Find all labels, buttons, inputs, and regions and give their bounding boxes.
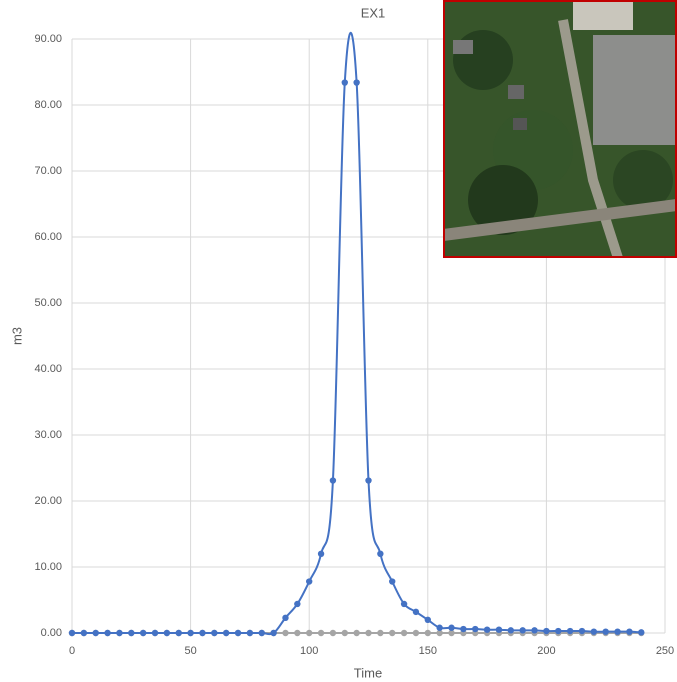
data-point bbox=[603, 628, 609, 634]
data-point bbox=[128, 630, 134, 636]
data-point bbox=[425, 617, 431, 623]
data-point bbox=[294, 630, 300, 636]
data-point bbox=[116, 630, 122, 636]
data-point bbox=[187, 630, 193, 636]
data-point bbox=[389, 630, 395, 636]
data-point bbox=[638, 629, 644, 635]
data-point bbox=[282, 630, 288, 636]
y-tick-label: 40.00 bbox=[34, 363, 62, 375]
x-tick-label: 0 bbox=[69, 645, 75, 657]
aerial-photo bbox=[443, 0, 677, 258]
x-tick-label: 200 bbox=[537, 645, 555, 657]
data-point bbox=[555, 628, 561, 634]
data-point bbox=[401, 630, 407, 636]
data-point bbox=[318, 630, 324, 636]
data-point bbox=[140, 630, 146, 636]
data-point bbox=[579, 628, 585, 634]
data-point bbox=[353, 630, 359, 636]
y-tick-label: 30.00 bbox=[34, 429, 62, 441]
data-point bbox=[425, 630, 431, 636]
data-point bbox=[330, 630, 336, 636]
data-point bbox=[306, 578, 312, 584]
data-point bbox=[519, 627, 525, 633]
data-point bbox=[199, 630, 205, 636]
x-tick-label: 250 bbox=[656, 645, 674, 657]
data-point bbox=[413, 630, 419, 636]
y-tick-label: 50.00 bbox=[34, 297, 62, 309]
data-point bbox=[377, 551, 383, 557]
y-tick-label: 80.00 bbox=[34, 99, 62, 111]
x-tick-label: 100 bbox=[300, 645, 318, 657]
data-point bbox=[448, 625, 454, 631]
data-point bbox=[104, 630, 110, 636]
data-point bbox=[211, 630, 217, 636]
data-point bbox=[81, 630, 87, 636]
data-point bbox=[567, 628, 573, 634]
y-tick-label: 20.00 bbox=[34, 495, 62, 507]
chart-title: EX1 bbox=[361, 5, 386, 20]
data-point bbox=[176, 630, 182, 636]
data-point bbox=[365, 630, 371, 636]
x-tick-label: 50 bbox=[184, 645, 196, 657]
data-point bbox=[496, 627, 502, 633]
data-point bbox=[413, 609, 419, 615]
page: EX1 Time m3 0.00 10.00 20.00 30.00 40.00 50.0… bbox=[0, 0, 677, 682]
data-point bbox=[330, 477, 336, 483]
x-axis-label: Time bbox=[354, 665, 382, 680]
data-point bbox=[69, 630, 75, 636]
data-point bbox=[282, 615, 288, 621]
data-point bbox=[353, 79, 359, 85]
y-axis-label: m3 bbox=[9, 327, 24, 345]
data-point bbox=[318, 551, 324, 557]
y-tick-label: 0.00 bbox=[41, 627, 62, 639]
data-point bbox=[342, 630, 348, 636]
data-point bbox=[93, 630, 99, 636]
data-point bbox=[614, 628, 620, 634]
data-point bbox=[152, 630, 158, 636]
y-tick-label: 10.00 bbox=[34, 561, 62, 573]
data-point bbox=[484, 627, 490, 633]
data-point bbox=[259, 630, 265, 636]
data-point bbox=[294, 601, 300, 607]
data-point bbox=[247, 630, 253, 636]
data-point bbox=[436, 625, 442, 631]
y-tick-label: 70.00 bbox=[34, 165, 62, 177]
x-tick-label: 150 bbox=[419, 645, 437, 657]
data-point bbox=[401, 601, 407, 607]
y-tick-label: 60.00 bbox=[34, 231, 62, 243]
y-tick-label: 90.00 bbox=[34, 33, 62, 45]
data-point bbox=[531, 627, 537, 633]
data-point bbox=[389, 578, 395, 584]
data-point bbox=[270, 630, 276, 636]
data-point bbox=[591, 628, 597, 634]
data-point bbox=[626, 628, 632, 634]
data-point bbox=[306, 630, 312, 636]
data-point bbox=[365, 477, 371, 483]
data-point bbox=[223, 630, 229, 636]
data-point bbox=[460, 626, 466, 632]
data-point bbox=[164, 630, 170, 636]
data-point bbox=[543, 628, 549, 634]
data-point bbox=[508, 627, 514, 633]
data-point bbox=[342, 79, 348, 85]
data-point bbox=[377, 630, 383, 636]
data-point bbox=[472, 626, 478, 632]
data-point bbox=[235, 630, 241, 636]
